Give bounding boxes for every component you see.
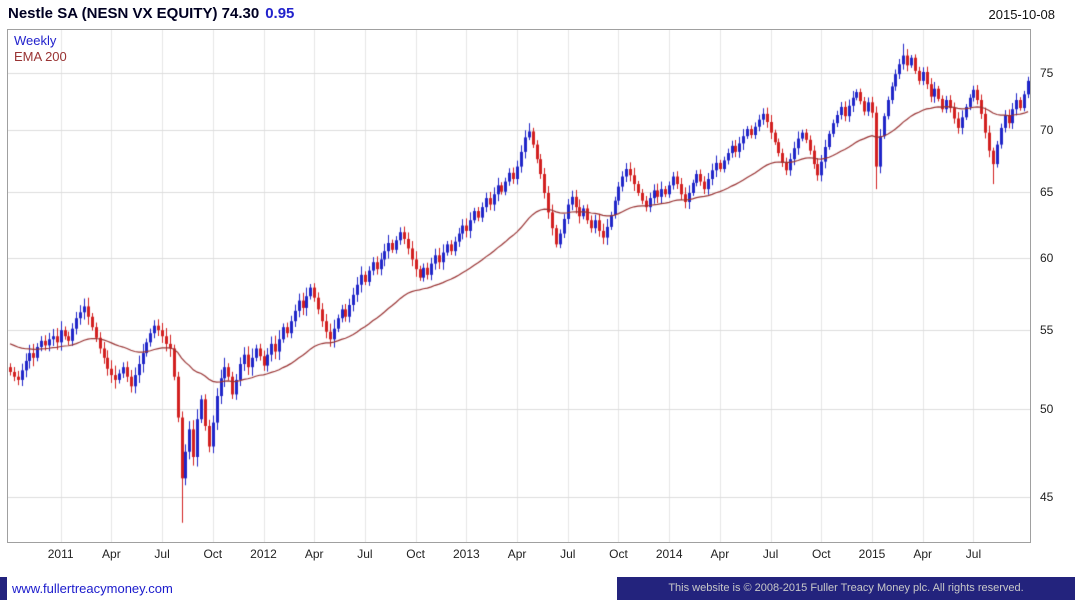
x-axis-label: Apr bbox=[913, 547, 933, 561]
footer-copyright: This website is © 2008-2015 Fuller Treac… bbox=[668, 582, 1024, 594]
chart-date: 2015-10-08 bbox=[988, 7, 1056, 22]
chart-legend: Weekly EMA 200 bbox=[14, 33, 67, 65]
chart-canvas bbox=[8, 30, 1030, 542]
x-axis-label: Oct bbox=[406, 547, 425, 561]
x-axis-label: Jul bbox=[357, 547, 373, 561]
x-axis-label: Jul bbox=[154, 547, 170, 561]
x-axis-label: 2015 bbox=[858, 547, 886, 561]
y-axis-label: 75 bbox=[1040, 66, 1054, 81]
x-axis-label: Apr bbox=[507, 547, 527, 561]
y-axis-label: 60 bbox=[1040, 251, 1054, 266]
price-change: 0.95 bbox=[265, 5, 295, 22]
footer-copyright-band: This website is © 2008-2015 Fuller Treac… bbox=[617, 577, 1075, 600]
x-axis-label: 2012 bbox=[250, 547, 277, 561]
legend-ema-label: EMA 200 bbox=[14, 49, 67, 64]
x-axis-label: Apr bbox=[304, 547, 324, 561]
x-axis-label: 2011 bbox=[47, 547, 74, 561]
x-axis-label: Jul bbox=[762, 547, 779, 561]
y-axis-label: 65 bbox=[1040, 184, 1054, 199]
plot-area: Weekly EMA 200 bbox=[7, 29, 1031, 543]
x-axis-label: Oct bbox=[609, 547, 628, 561]
footer-corner-block bbox=[0, 577, 7, 600]
y-axis-label: 50 bbox=[1040, 402, 1054, 417]
x-axis-label: Apr bbox=[102, 547, 121, 561]
x-axis-label: Apr bbox=[710, 547, 730, 561]
x-axis-label: Jul bbox=[965, 547, 982, 561]
instrument-title: Nestle SA (NESN VX EQUITY) 74.30 bbox=[8, 5, 260, 22]
header: Nestle SA (NESN VX EQUITY) 74.30 0.95 201… bbox=[0, 0, 1075, 28]
y-axis-label: 55 bbox=[1040, 323, 1054, 338]
footer: www.fullertreacymoney.com This website i… bbox=[0, 577, 1075, 600]
y-axis-label: 45 bbox=[1040, 489, 1054, 504]
y-axis-label: 70 bbox=[1040, 123, 1054, 138]
legend-series-label: Weekly bbox=[14, 33, 57, 48]
x-axis-label: Jul bbox=[560, 547, 576, 561]
x-axis-label: 2014 bbox=[655, 547, 683, 561]
x-axis-label: Oct bbox=[203, 547, 223, 561]
x-axis-label: Oct bbox=[811, 547, 831, 561]
page-title: Nestle SA (NESN VX EQUITY) 74.30 0.95 bbox=[8, 5, 294, 22]
footer-link[interactable]: www.fullertreacymoney.com bbox=[12, 581, 173, 596]
x-axis-label: 2013 bbox=[452, 547, 480, 561]
